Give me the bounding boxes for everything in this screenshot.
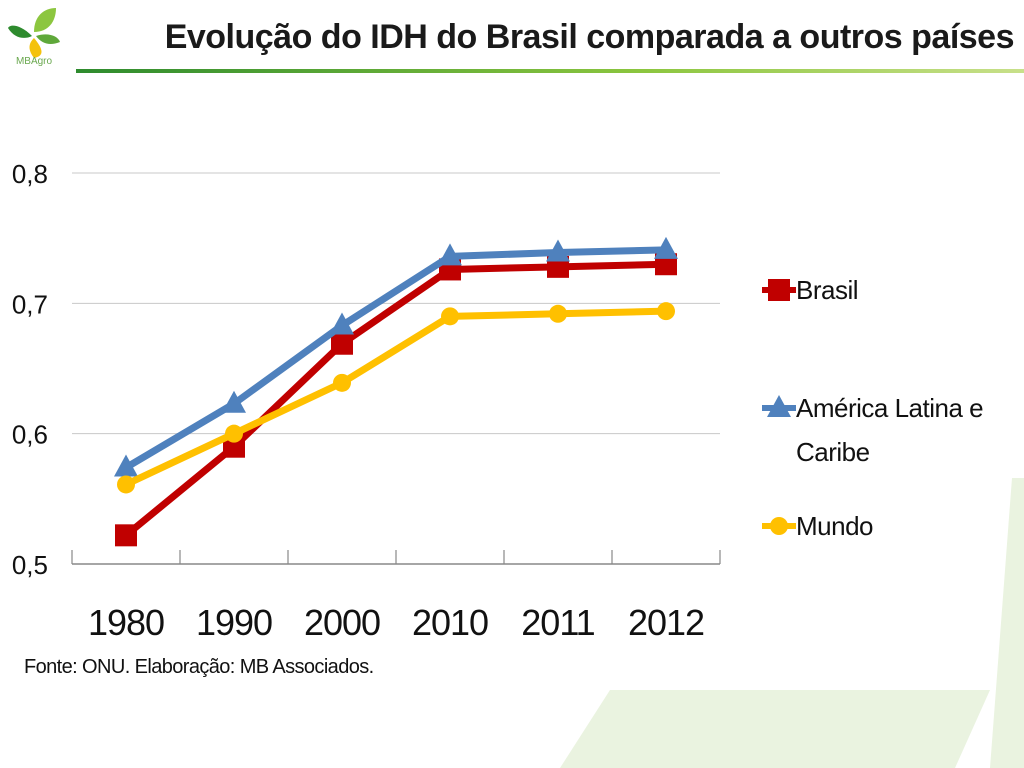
source-note: Fonte: ONU. Elaboração: MB Associados.	[24, 656, 374, 678]
x-tick-label: 2011	[521, 602, 594, 643]
x-tick-label: 2012	[628, 602, 704, 643]
data-point	[549, 304, 567, 323]
deco-green-band-right	[990, 478, 1024, 768]
series-layer	[114, 236, 678, 547]
deco-green-band	[560, 690, 990, 768]
logo-leaf-bottom	[29, 38, 42, 58]
legend-label: América Latina e Caribe	[796, 393, 984, 467]
data-point	[654, 236, 678, 259]
logo-text: MBAgro	[15, 56, 53, 67]
series-line	[124, 246, 667, 471]
data-point	[331, 332, 353, 355]
series-america-latina-e-caribe	[114, 236, 678, 477]
legend-label: Brasil	[796, 275, 859, 305]
x-axis-tick-labels: 1980 1990 2000 2010 2011 2012	[88, 602, 705, 643]
y-tick-label: 0,7	[12, 289, 48, 319]
logo-leaf-top	[34, 8, 56, 32]
legend-swatch	[762, 279, 796, 301]
slide-title: Evolução do IDH do Brasil comparada a ou…	[164, 18, 1015, 56]
x-tick-label: 1980	[88, 602, 164, 643]
x-tick-label: 2000	[304, 602, 380, 643]
series-line	[124, 307, 667, 488]
logo-leaf-right	[36, 34, 60, 44]
data-point	[438, 243, 462, 266]
y-axis-tick-labels: 0,5 0,6 0,7 0,8	[12, 159, 48, 580]
data-point	[333, 373, 351, 392]
data-point	[223, 435, 245, 458]
x-tick-label: 2010	[412, 602, 488, 643]
data-point	[330, 312, 354, 335]
data-point	[115, 524, 137, 547]
series-mundo	[117, 302, 675, 494]
legend-swatch-marker	[768, 279, 790, 301]
legend-swatch-marker	[767, 395, 791, 417]
y-tick-label: 0,5	[12, 550, 48, 580]
legend-swatch	[762, 517, 796, 535]
data-point	[657, 302, 675, 321]
x-axis	[71, 550, 721, 565]
legend-swatch-marker	[770, 517, 788, 535]
data-point	[114, 454, 138, 477]
series-line	[123, 260, 667, 539]
x-tick-label: 1990	[196, 602, 272, 643]
data-point	[225, 424, 243, 443]
y-tick-label: 0,8	[12, 159, 48, 189]
data-point	[441, 307, 459, 326]
data-point	[546, 239, 570, 262]
y-tick-label: 0,6	[12, 420, 48, 450]
data-point	[117, 475, 135, 494]
title-underline	[76, 69, 1024, 73]
logo-leaf-left	[8, 25, 32, 38]
legend-swatch	[762, 395, 796, 417]
mbagro-logo	[8, 8, 60, 58]
legend-label: Mundo	[796, 511, 874, 541]
data-point	[222, 390, 246, 413]
series-brasil	[115, 253, 677, 547]
